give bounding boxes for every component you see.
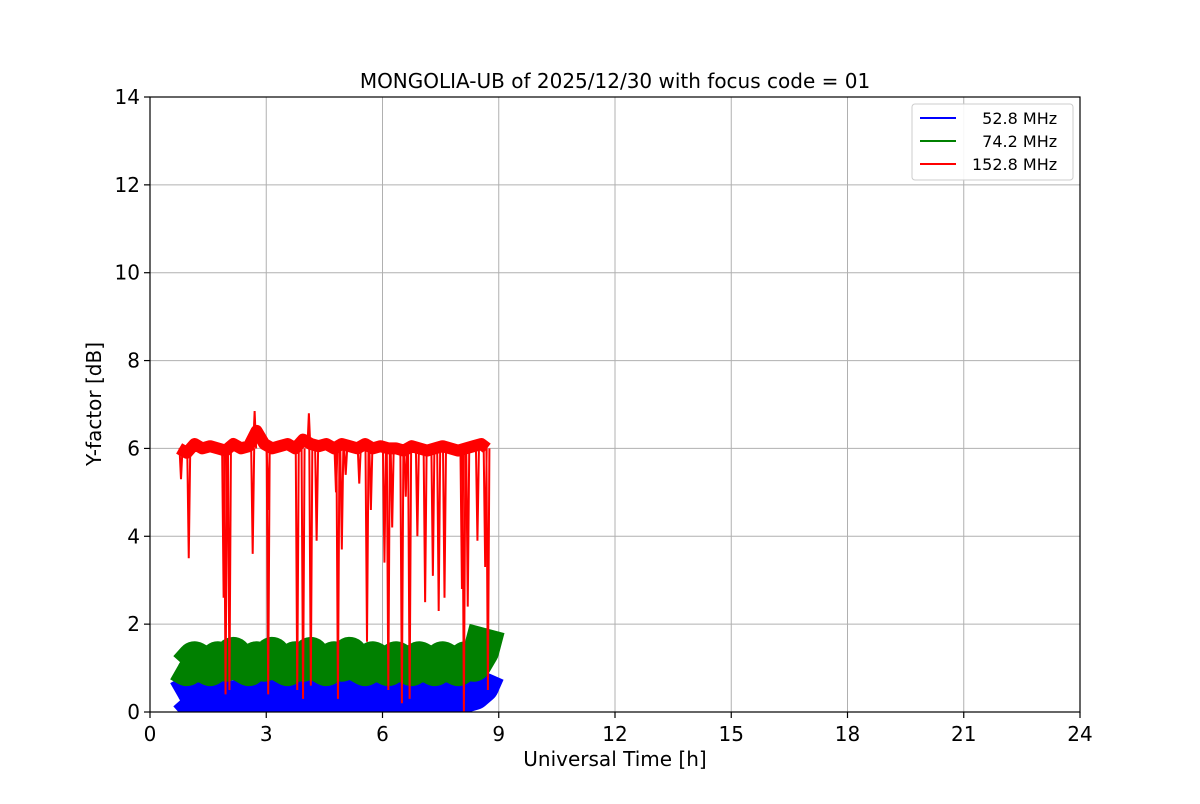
series-trace-0 xyxy=(178,672,489,705)
spike-point xyxy=(368,448,374,510)
spike-point xyxy=(436,448,442,611)
x-tick-label: 6 xyxy=(376,722,389,746)
spike-point xyxy=(422,448,428,603)
x-tick-label: 3 xyxy=(260,722,273,746)
x-tick-label: 15 xyxy=(719,722,744,746)
spike-point xyxy=(407,448,413,699)
spike-point xyxy=(250,448,256,554)
spike-point xyxy=(364,448,370,642)
spike-point xyxy=(465,448,471,607)
y-tick-label: 14 xyxy=(115,85,140,109)
legend-label: 74.2 MHz xyxy=(972,132,1057,151)
y-tick-label: 12 xyxy=(115,173,140,197)
series-trace-1 xyxy=(178,628,489,670)
spike-point xyxy=(339,448,345,550)
spike-point xyxy=(252,411,258,449)
chart-title: MONGOLIA-UB of 2025/12/30 with focus cod… xyxy=(360,69,870,93)
y-tick-label: 2 xyxy=(127,612,140,636)
spike-point xyxy=(265,448,271,695)
spike-point xyxy=(300,448,306,699)
spike-point xyxy=(414,448,420,537)
spike-point xyxy=(265,448,271,510)
spike-point xyxy=(223,448,229,695)
spike-point xyxy=(485,448,491,691)
spike-point xyxy=(178,448,184,480)
legend-label: 52.8 MHz xyxy=(972,109,1057,128)
spike-point xyxy=(399,448,405,704)
spike-point xyxy=(403,448,409,497)
spike-point xyxy=(385,448,391,691)
spike-point xyxy=(308,448,314,686)
spike-point xyxy=(186,448,192,559)
legend-box xyxy=(911,103,1074,181)
spike-point xyxy=(474,448,480,541)
series-trace-2 xyxy=(178,428,488,455)
spike-point xyxy=(314,448,320,541)
y-tick-label: 4 xyxy=(127,524,140,548)
x-tick-label: 21 xyxy=(951,722,976,746)
y-tick-label: 6 xyxy=(127,436,140,460)
x-tick-label: 9 xyxy=(492,722,505,746)
spike-point xyxy=(389,448,395,528)
y-axis-label: Y-factor [dB] xyxy=(82,342,106,467)
spike-point xyxy=(430,448,436,576)
y-tick-label: 0 xyxy=(127,700,140,724)
spike-point xyxy=(461,448,467,712)
spike-point xyxy=(343,448,349,475)
spike-point xyxy=(335,448,341,699)
spike-point xyxy=(356,448,362,484)
x-tick-label: 0 xyxy=(144,722,157,746)
legend-label: 152.8 MHz xyxy=(972,155,1057,174)
x-tick-label: 12 xyxy=(602,722,627,746)
spike-point xyxy=(226,448,232,691)
y-tick-label: 8 xyxy=(127,349,140,373)
spike-point xyxy=(442,448,447,598)
x-tick-label: 18 xyxy=(835,722,860,746)
y-tick-label: 10 xyxy=(115,261,140,285)
x-tick-label: 24 xyxy=(1067,722,1092,746)
x-axis-label: Universal Time [h] xyxy=(523,747,706,771)
spike-point xyxy=(294,448,300,691)
spike-point xyxy=(306,413,312,449)
spike-point xyxy=(381,448,387,563)
